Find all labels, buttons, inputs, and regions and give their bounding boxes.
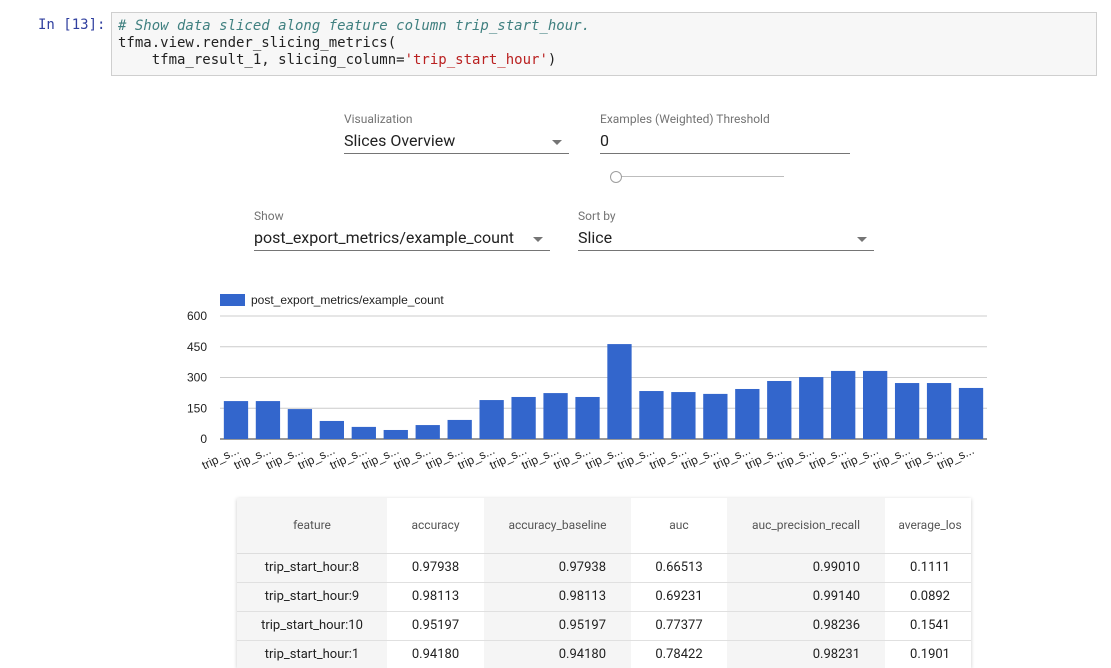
- table-cell: 0.95197: [387, 612, 484, 641]
- chart: 0 150 300 450 600 post_export_metrics/example…: [187, 293, 987, 472]
- bar: [543, 393, 568, 439]
- dropdown-value: Slices Overview: [344, 131, 456, 150]
- bar: [863, 370, 888, 439]
- table-cell: 0.1111: [885, 554, 971, 583]
- table-cell: 0.98113: [387, 583, 484, 612]
- bar: [511, 396, 536, 439]
- code: ): [547, 52, 557, 68]
- table-cell: trip_start_hour:1: [237, 641, 387, 668]
- bar: [415, 425, 440, 439]
- table-cell: 0.94180: [484, 641, 631, 668]
- table-cell: 0.98231: [727, 641, 885, 668]
- code-line: tfma.view.render_slicing_metrics(: [118, 35, 397, 51]
- code: tfma_result_1, slicing_column=: [118, 52, 405, 68]
- column-header: feature: [237, 498, 387, 554]
- table-cell: 0.94180: [387, 641, 484, 668]
- field-label: Sort by: [578, 209, 616, 223]
- bar: [287, 409, 313, 439]
- bar: [447, 419, 472, 439]
- x-tick-label: trip_s...: [935, 443, 977, 472]
- column-header: accuracy_baseline: [484, 498, 631, 554]
- dropdown-arrow: [857, 237, 867, 242]
- field-label: Examples (Weighted) Threshold: [600, 112, 770, 126]
- bar: [383, 429, 408, 439]
- dropdown[interactable]: post_export_metrics/example_count: [254, 228, 550, 251]
- column-header: average_los: [885, 498, 971, 554]
- table-cell: 0.69231: [631, 583, 727, 612]
- code-string: 'trip_start_hour': [404, 52, 548, 68]
- table-cell: 0.98113: [484, 583, 631, 612]
- bar: [894, 383, 920, 439]
- y-tick-label: 150: [187, 401, 207, 415]
- code-line: tfma_result_1, slicing_column='trip_star…: [118, 52, 557, 68]
- column-header: auc: [631, 498, 727, 554]
- code-comment: # Show data sliced along feature column …: [118, 18, 591, 34]
- bar: [351, 426, 376, 439]
- table-cell: 0.1901: [885, 641, 971, 668]
- y-tick-label: 450: [187, 340, 207, 354]
- column-header: accuracy: [387, 498, 484, 554]
- bar: [575, 396, 600, 439]
- table-cell: 0.66513: [631, 554, 727, 583]
- table-cell: trip_start_hour:10: [237, 612, 387, 641]
- table-cell: 0.78422: [631, 641, 727, 668]
- table-cell: 0.97938: [387, 554, 484, 583]
- legend-swatch: [220, 294, 245, 306]
- input-value: 0: [600, 131, 609, 150]
- bar: [926, 383, 952, 439]
- table-cell: trip_start_hour:8: [237, 554, 387, 583]
- column-header: auc_precision_recall: [727, 498, 885, 554]
- bar: [223, 401, 249, 439]
- table-cell: 0.98236: [727, 612, 885, 641]
- field-label: Show: [254, 209, 284, 223]
- bar: [671, 392, 696, 439]
- bar: [958, 387, 984, 439]
- bar: [639, 391, 664, 439]
- y-tick-label: 300: [187, 371, 207, 385]
- table-cell: 0.77377: [631, 612, 727, 641]
- bar: [767, 380, 792, 439]
- dropdown-value: post_export_metrics/example_count: [254, 228, 515, 247]
- table-cell: trip_start_hour:9: [237, 583, 387, 612]
- bar: [703, 393, 728, 439]
- metrics-table: feature accuracy accuracy_baseline auc auc_p…: [237, 498, 971, 668]
- bar: [255, 401, 281, 439]
- slider-track: [616, 176, 784, 177]
- dropdown-arrow: [552, 140, 562, 145]
- dropdown[interactable]: Slice: [578, 228, 874, 251]
- y-tick-label: 0: [200, 432, 207, 446]
- text-input[interactable]: 0: [600, 131, 850, 154]
- table-cell: 0.99140: [727, 583, 885, 612]
- dropdown[interactable]: Slices Overview: [344, 131, 569, 154]
- slider-knob[interactable]: [610, 171, 622, 183]
- table-cell: 0.95197: [484, 612, 631, 641]
- bar: [799, 377, 824, 439]
- dropdown-value: Slice: [578, 228, 613, 247]
- bar: [479, 400, 504, 439]
- bar: [607, 344, 632, 439]
- table-cell: 0.0892: [885, 583, 971, 612]
- table-cell: 0.97938: [484, 554, 631, 583]
- table-cell: 0.99010: [727, 554, 885, 583]
- code-cell[interactable]: # Show data sliced along feature column …: [111, 12, 1097, 76]
- bar: [735, 388, 760, 439]
- y-tick-label: 600: [187, 309, 207, 323]
- table-cell: 0.1541: [885, 612, 971, 641]
- bar: [831, 370, 856, 439]
- field-label: Visualization: [344, 112, 413, 126]
- bar: [319, 420, 344, 439]
- legend-label: post_export_metrics/example_count: [251, 293, 444, 307]
- prompt: In [13]:: [38, 17, 106, 33]
- dropdown-arrow: [533, 237, 543, 242]
